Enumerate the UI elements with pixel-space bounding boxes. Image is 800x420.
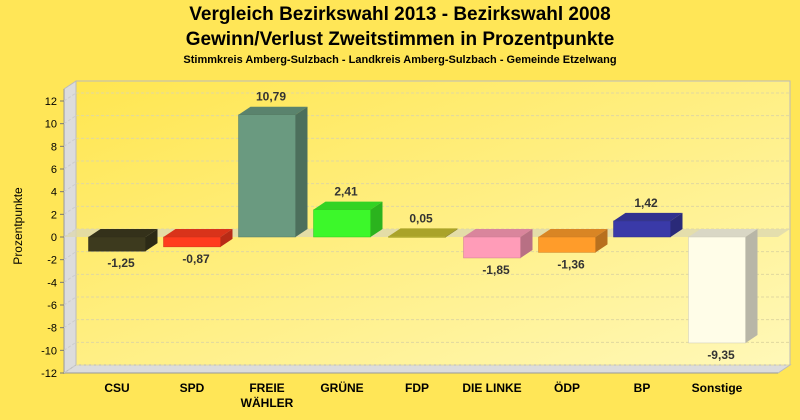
gridline-side: [63, 115, 77, 125]
chart-subsubtitle: Stimmkreis Amberg-Sulzbach - Landkreis A…: [183, 54, 617, 66]
bar-top-face: [463, 229, 533, 237]
chart-subtitle: Gewinn/Verlust Zweitstimmen in Prozentpu…: [185, 29, 615, 50]
y-tick-label: 8: [51, 141, 57, 153]
y-tick-label: -10: [41, 345, 57, 357]
bar-top-face: [238, 106, 308, 115]
chart-title: Vergleich Bezirkswahl 2013 - Bezirkswahl…: [189, 4, 611, 25]
y-tick-label: -12: [41, 368, 57, 380]
gridline-side: [63, 273, 77, 283]
data-label: -1,25: [107, 256, 135, 270]
y-tick-label: -2: [47, 255, 57, 267]
plot-back-wall: [75, 80, 791, 366]
bar-side-face: [295, 106, 308, 237]
gridline-side: [63, 251, 77, 261]
gridline-side: [63, 319, 77, 329]
y-tick-label: 6: [51, 164, 57, 176]
gridline-side: [63, 160, 77, 170]
bar-side-face: [145, 229, 158, 252]
bar-top-face: [388, 228, 458, 237]
data-label: 2,41: [334, 185, 358, 199]
bar: [688, 236, 746, 344]
x-tick-label: DIE LINKE: [462, 381, 521, 395]
bar: [463, 236, 521, 259]
y-tick-label: 0: [51, 232, 57, 244]
bar: [313, 209, 371, 238]
bar-top-face: [538, 229, 608, 237]
gridline-side: [63, 364, 77, 374]
data-label: -1,85: [482, 263, 510, 277]
x-tick-label: Sonstige: [692, 381, 743, 395]
x-tick-label: SPD: [180, 381, 205, 395]
bar-top-face: [313, 201, 383, 210]
gridline-side: [63, 137, 77, 147]
bar-side-face: [670, 212, 683, 237]
gridline-side: [63, 341, 77, 351]
gridline-side: [63, 92, 77, 102]
data-label: 0,05: [409, 211, 433, 225]
gridline-side: [63, 183, 77, 193]
data-label: -1,36: [557, 257, 585, 271]
y-axis-label: Prozentpunkte: [11, 187, 25, 265]
data-label: -9,35: [707, 348, 735, 362]
gridline-side: [63, 205, 77, 215]
bar-side-face: [220, 229, 233, 247]
y-tick-label: 10: [45, 119, 57, 131]
x-tick-label: WÄHLER: [241, 395, 294, 410]
bar-top-face: [163, 229, 233, 237]
bar-side-face: [520, 229, 533, 258]
plot-left-wall: [63, 80, 77, 374]
bar-side-face: [595, 229, 608, 253]
x-tick-label: GRÜNE: [320, 380, 363, 395]
bar-side-face: [745, 229, 758, 343]
bar-top-face: [88, 229, 158, 237]
y-tick-label: 4: [51, 187, 57, 199]
bar: [613, 220, 671, 238]
bar: [88, 236, 146, 252]
y-tick-label: 2: [51, 209, 57, 221]
x-tick-label: FDP: [405, 381, 429, 395]
data-label: 10,79: [256, 90, 286, 104]
plot-floor: [62, 364, 792, 374]
data-label: 1,42: [634, 196, 658, 210]
x-tick-label: ÖDP: [554, 380, 580, 395]
x-tick-label: CSU: [104, 381, 129, 395]
data-label: -0,87: [182, 252, 210, 266]
y-tick-label: 12: [45, 96, 57, 108]
x-tick-label: BP: [634, 381, 651, 395]
y-tick-label: -6: [47, 300, 57, 312]
bar: [538, 236, 596, 253]
y-tick-label: -4: [47, 277, 57, 289]
bar: [238, 114, 296, 238]
gridline-side: [63, 296, 77, 306]
bar-top-face: [688, 229, 758, 237]
y-tick-label: -8: [47, 323, 57, 335]
bar-side-face: [370, 201, 383, 237]
bar: [388, 236, 446, 238]
bar: [163, 236, 221, 248]
bar-top-face: [613, 212, 683, 221]
bar-side-face: [445, 228, 458, 238]
x-tick-label: FREIE: [249, 381, 284, 395]
